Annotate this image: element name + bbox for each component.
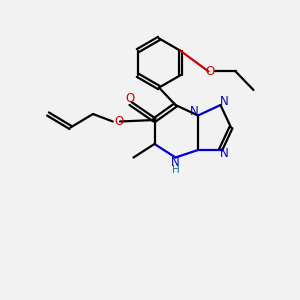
Text: O: O [114, 115, 123, 128]
Text: H: H [172, 165, 179, 175]
Text: N: N [220, 95, 229, 108]
Text: O: O [205, 65, 214, 78]
Text: N: N [220, 147, 229, 160]
Text: O: O [126, 92, 135, 105]
Text: N: N [189, 105, 198, 119]
Text: N: N [171, 156, 180, 170]
